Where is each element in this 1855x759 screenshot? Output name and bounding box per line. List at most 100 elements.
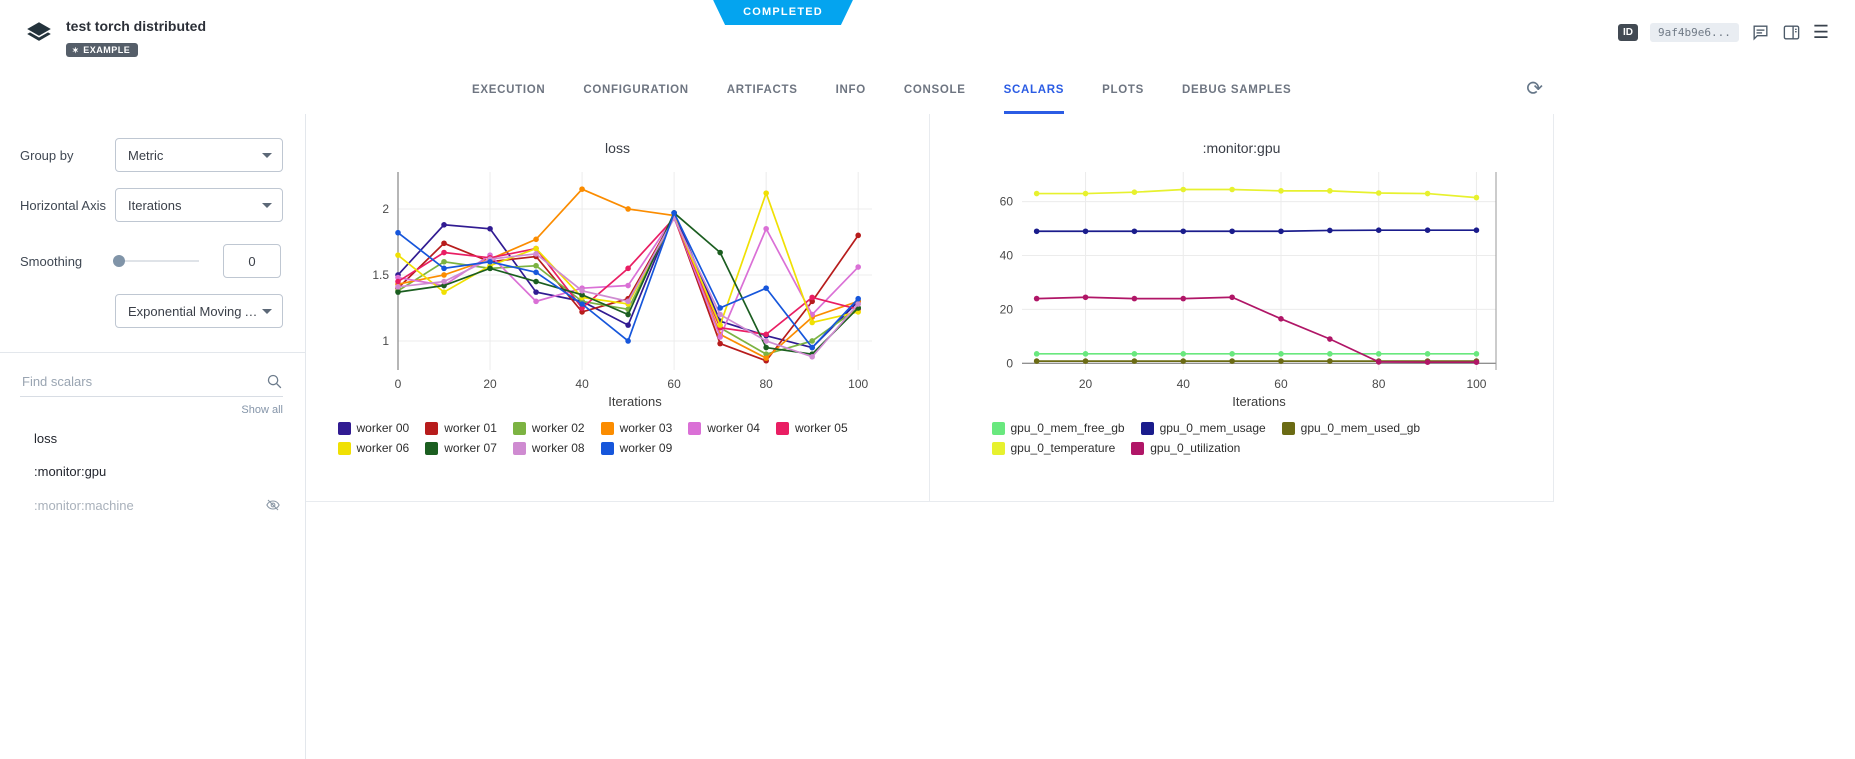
charts-area: loss 1 1.5 2 0 20 40 60 80 100 Iterations worker …	[306, 114, 1855, 759]
sidebar-divider	[0, 352, 305, 353]
group-by-select[interactable]: Metric	[115, 138, 283, 172]
svg-text:40: 40	[1176, 377, 1190, 391]
svg-text:0: 0	[394, 377, 401, 391]
example-badge: ✶ EXAMPLE	[66, 43, 139, 57]
legend-label: worker 06	[356, 441, 410, 455]
legend-item[interactable]: gpu_0_temperature	[991, 441, 1116, 455]
legend-swatch	[688, 421, 702, 435]
legend-swatch	[775, 421, 789, 435]
svg-text:80: 80	[1372, 377, 1386, 391]
legend-swatch	[1140, 421, 1154, 435]
legend-swatch	[512, 421, 526, 435]
chart-title: :monitor:gpu	[1202, 140, 1281, 156]
smoothing-type-select[interactable]: Exponential Moving Ave...	[115, 294, 283, 328]
svg-text:20: 20	[483, 377, 497, 391]
legend-item[interactable]: worker 05	[775, 421, 848, 435]
smoothing-slider[interactable]	[113, 255, 199, 267]
tab-console[interactable]: CONSOLE	[903, 84, 966, 96]
smoothing-value-input[interactable]	[223, 244, 281, 278]
experiment-id-value[interactable]: 9af4b9e6...	[1650, 23, 1739, 42]
legend-swatch	[1131, 441, 1145, 455]
legend-swatch	[425, 441, 439, 455]
id-label-badge: ID	[1618, 24, 1638, 41]
legend-item[interactable]: worker 01	[425, 421, 497, 435]
tab-scalars[interactable]: SCALARS	[1003, 66, 1065, 114]
auto-refresh-icon[interactable]: ⟳	[1526, 78, 1543, 100]
legend-item[interactable]: worker 06	[337, 441, 410, 455]
legend-label: worker 08	[531, 441, 585, 455]
legend-swatch	[991, 421, 1005, 435]
legend-item[interactable]: worker 02	[512, 421, 585, 435]
svg-text:20: 20	[1078, 377, 1092, 391]
loss-chart-panel: loss 1 1.5 2 0 20 40 60 80 100 Iterations worker …	[306, 114, 930, 502]
list-item-loss[interactable]: loss	[0, 422, 305, 455]
tab-artifacts[interactable]: ARTIFACTS	[726, 84, 798, 96]
legend-item[interactable]: worker 03	[600, 421, 673, 435]
svg-text:60: 60	[667, 377, 681, 391]
tab-execution[interactable]: EXECUTION	[472, 84, 546, 96]
svg-text:20: 20	[999, 302, 1013, 316]
legend-label: worker 09	[619, 441, 673, 455]
smoothing-slider-knob[interactable]	[113, 255, 125, 267]
smoothing-label: Smoothing	[20, 253, 83, 269]
legend-label: worker 03	[619, 421, 673, 435]
legend-item[interactable]: gpu_0_utilization	[1131, 441, 1240, 455]
eye-off-icon[interactable]	[265, 497, 281, 513]
tab-debug-samples[interactable]: DEBUG SAMPLES	[1181, 84, 1292, 96]
legend-label: worker 05	[794, 421, 848, 435]
search-icon	[266, 373, 283, 390]
svg-text:0: 0	[1006, 356, 1013, 370]
legend-item[interactable]: worker 07	[425, 441, 497, 455]
legend-item[interactable]: worker 08	[512, 441, 585, 455]
legend-label: worker 00	[356, 421, 410, 435]
legend-swatch	[337, 441, 351, 455]
list-item-monitor-gpu[interactable]: :monitor:gpu	[0, 455, 305, 488]
search-input[interactable]	[20, 373, 266, 390]
menu-icon[interactable]: ☰	[1812, 22, 1829, 42]
legend-label: gpu_0_mem_free_gb	[1010, 421, 1125, 435]
legend-swatch	[1281, 421, 1295, 435]
legend-swatch	[600, 441, 614, 455]
tab-configuration[interactable]: CONFIGURATION	[583, 84, 689, 96]
scalar-label: loss	[34, 431, 58, 446]
legend-item[interactable]: gpu_0_mem_used_gb	[1281, 421, 1420, 435]
header: test torch distributed ✶ EXAMPLE ID 9af4…	[0, 0, 1855, 66]
legend-swatch	[991, 441, 1005, 455]
gpu-chart-panel: :monitor:gpu 0 20 40 60 20 40 60 80 100 Iteration…	[930, 114, 1554, 502]
svg-text:Iterations: Iterations	[608, 394, 662, 409]
legend-label: worker 04	[707, 421, 760, 435]
chart-legend: gpu_0_mem_free_gb gpu_0_mem_usage gpu_0_me…	[991, 418, 1492, 458]
tab-info[interactable]: INFO	[835, 84, 866, 96]
legend-swatch	[337, 421, 351, 435]
list-item-monitor-machine[interactable]: :monitor:machine	[0, 488, 305, 522]
legend-label: gpu_0_temperature	[1010, 441, 1116, 455]
chevron-down-icon	[262, 202, 272, 208]
group-by-value: Metric	[128, 147, 164, 163]
horizontal-axis-value: Iterations	[128, 197, 182, 213]
svg-text:2: 2	[382, 202, 389, 216]
scalars-sidebar: Group by Metric Horizontal Axis Iteratio…	[0, 114, 306, 759]
legend-label: worker 01	[444, 421, 497, 435]
horizontal-axis-select[interactable]: Iterations	[115, 188, 283, 222]
svg-text:1: 1	[382, 334, 389, 348]
page-title: test torch distributed	[66, 18, 207, 34]
legend-label: worker 02	[531, 421, 585, 435]
smoothing-type-value: Exponential Moving Ave...	[128, 303, 260, 319]
legend-item[interactable]: gpu_0_mem_usage	[1140, 421, 1266, 435]
show-all-link[interactable]: Show all	[241, 404, 283, 416]
tab-plots[interactable]: PLOTS	[1102, 84, 1144, 96]
legend-swatch	[425, 421, 439, 435]
comments-icon[interactable]	[1751, 23, 1770, 42]
chevron-down-icon	[262, 152, 272, 158]
gpu-chart[interactable]: 0 20 40 60 20 40 60 80 100 Iterations	[972, 162, 1512, 414]
svg-text:100: 100	[1466, 377, 1486, 391]
legend-item[interactable]: worker 04	[688, 421, 760, 435]
svg-text:1.5: 1.5	[372, 268, 389, 282]
legend-item[interactable]: worker 09	[600, 441, 673, 455]
legend-item[interactable]: gpu_0_mem_free_gb	[991, 421, 1125, 435]
svg-text:100: 100	[848, 377, 868, 391]
scalar-list: loss :monitor:gpu :monitor:machine	[0, 422, 305, 522]
legend-item[interactable]: worker 00	[337, 421, 410, 435]
details-panel-icon[interactable]	[1782, 23, 1801, 42]
